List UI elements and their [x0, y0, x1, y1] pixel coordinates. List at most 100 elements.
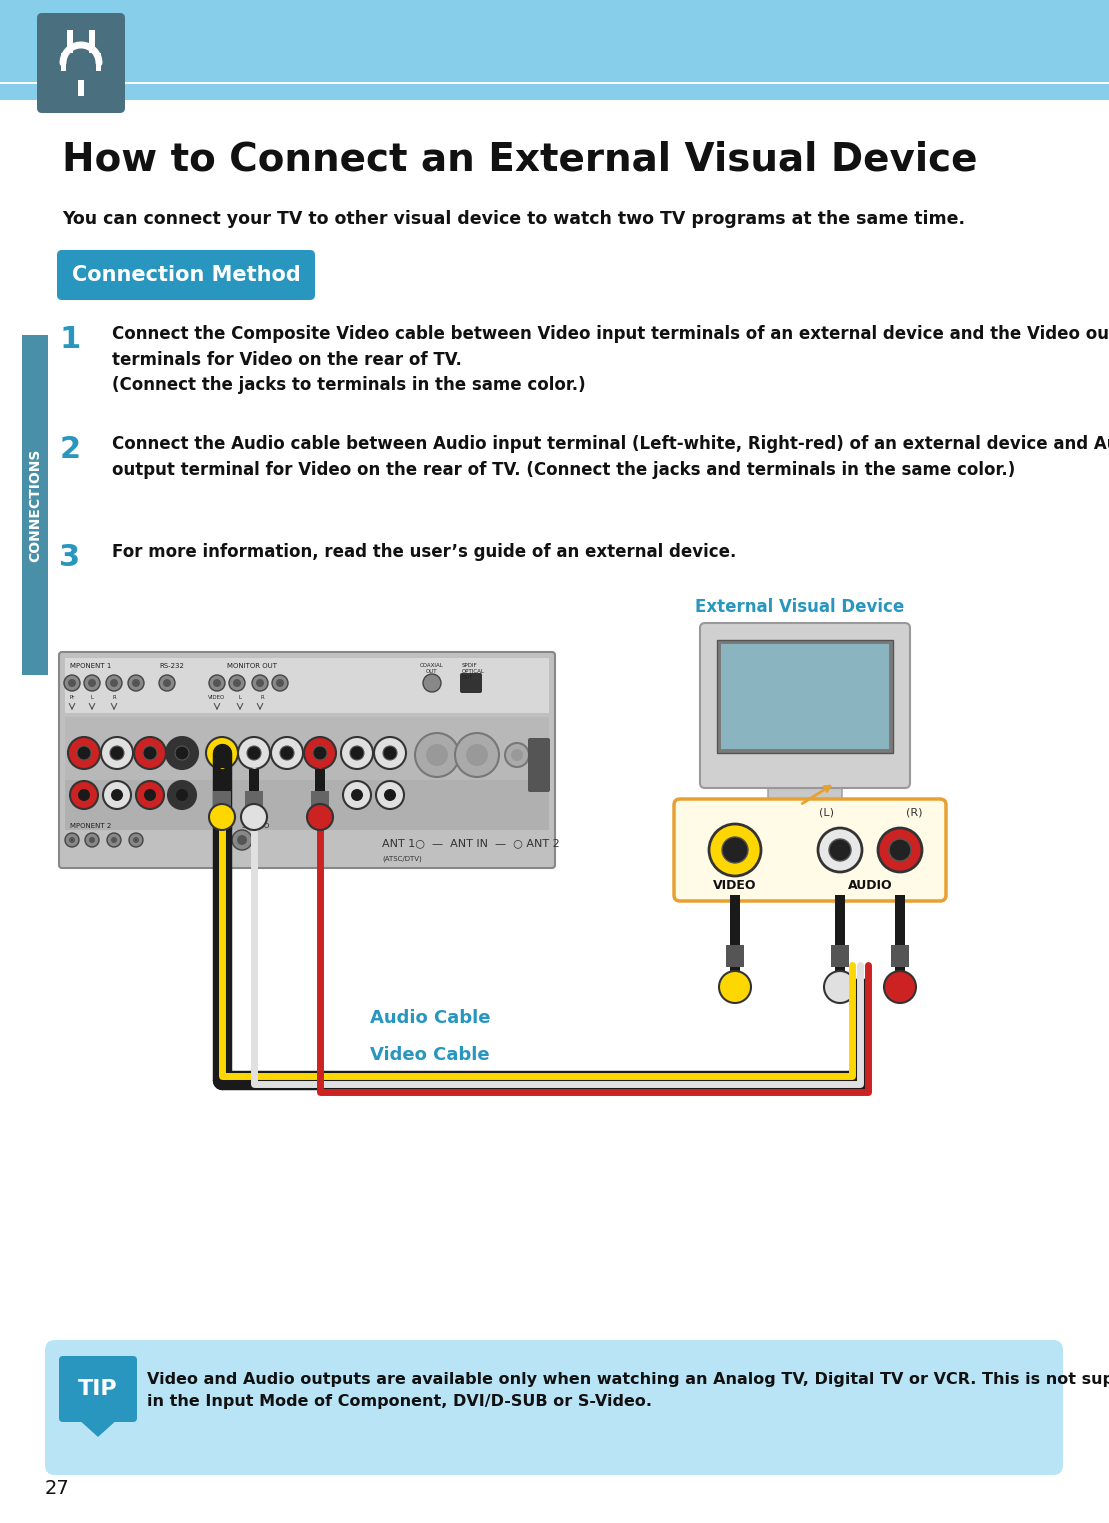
Circle shape — [233, 679, 241, 687]
Text: Video and Audio outputs are available only when watching an Analog TV, Digital T: Video and Audio outputs are available on… — [147, 1372, 1109, 1409]
Text: (L): (L) — [818, 807, 834, 816]
Text: ANT 1○  —  ANT IN  —  ○ ANT 2: ANT 1○ — ANT IN — ○ ANT 2 — [381, 838, 560, 848]
Text: Video Cable: Video Cable — [370, 1046, 490, 1065]
Circle shape — [384, 789, 396, 801]
Circle shape — [709, 824, 761, 876]
Circle shape — [132, 679, 140, 687]
Circle shape — [313, 746, 327, 760]
Circle shape — [85, 833, 99, 847]
Circle shape — [889, 839, 910, 860]
Circle shape — [110, 746, 124, 760]
Circle shape — [70, 781, 98, 809]
Circle shape — [374, 737, 406, 769]
Bar — [250, 769, 260, 813]
FancyBboxPatch shape — [45, 1340, 1064, 1474]
Bar — [61, 53, 67, 72]
FancyBboxPatch shape — [769, 781, 842, 803]
Bar — [245, 790, 263, 809]
Text: 2: 2 — [60, 436, 81, 465]
Circle shape — [68, 679, 77, 687]
Text: 1: 1 — [60, 324, 81, 353]
Bar — [726, 944, 744, 967]
Circle shape — [69, 838, 75, 844]
Circle shape — [111, 789, 123, 801]
Circle shape — [272, 675, 288, 691]
Circle shape — [78, 789, 90, 801]
FancyBboxPatch shape — [59, 1355, 138, 1422]
Circle shape — [176, 789, 189, 801]
Circle shape — [65, 833, 79, 847]
Circle shape — [101, 737, 133, 769]
Circle shape — [110, 679, 118, 687]
Circle shape — [144, 789, 156, 801]
Text: Connect the Composite Video cable between Video input terminals of an external d: Connect the Composite Video cable betwee… — [112, 324, 1109, 394]
FancyBboxPatch shape — [460, 673, 482, 693]
Circle shape — [136, 781, 164, 809]
Circle shape — [350, 746, 364, 760]
Circle shape — [77, 746, 91, 760]
FancyBboxPatch shape — [674, 800, 946, 902]
Circle shape — [276, 679, 284, 687]
Text: COAXIAL
OUT: COAXIAL OUT — [420, 663, 444, 673]
Circle shape — [208, 675, 225, 691]
Circle shape — [232, 830, 252, 850]
Circle shape — [237, 835, 247, 845]
Bar — [311, 790, 329, 809]
Bar — [96, 53, 101, 72]
Bar — [89, 30, 95, 53]
Circle shape — [878, 829, 922, 873]
Circle shape — [88, 679, 96, 687]
Circle shape — [215, 746, 228, 760]
Text: VIDEO: VIDEO — [208, 694, 225, 701]
Text: Pr: Pr — [69, 694, 74, 701]
Bar — [67, 30, 73, 53]
Bar — [22, 335, 48, 675]
Bar — [78, 81, 84, 96]
Circle shape — [340, 737, 373, 769]
Text: (ATSC/DTV): (ATSC/DTV) — [381, 854, 421, 862]
Circle shape — [64, 675, 80, 691]
Text: 27: 27 — [45, 1479, 70, 1499]
Text: SPDIF
OPTICAL
OUT: SPDIF OPTICAL OUT — [462, 663, 485, 679]
Bar — [831, 944, 849, 967]
Circle shape — [163, 679, 171, 687]
Circle shape — [423, 675, 441, 691]
Text: CONNECTIONS: CONNECTIONS — [28, 448, 42, 562]
Circle shape — [228, 675, 245, 691]
Text: MPONENT 2: MPONENT 2 — [70, 822, 111, 829]
Text: Connect the Audio cable between Audio input terminal (Left-white, Right-red) of : Connect the Audio cable between Audio in… — [112, 436, 1109, 478]
Circle shape — [304, 737, 336, 769]
Text: For more information, read the user’s guide of an external device.: For more information, read the user’s gu… — [112, 544, 736, 560]
Circle shape — [719, 972, 751, 1004]
Bar — [895, 896, 905, 985]
Circle shape — [256, 679, 264, 687]
Circle shape — [415, 733, 459, 777]
Bar — [217, 769, 227, 813]
Text: AUDIO: AUDIO — [847, 879, 893, 891]
FancyBboxPatch shape — [57, 250, 315, 300]
Circle shape — [133, 838, 139, 844]
Circle shape — [167, 781, 196, 809]
Text: Audio Cable: Audio Cable — [369, 1010, 490, 1027]
Circle shape — [722, 838, 747, 864]
Text: L: L — [238, 694, 242, 701]
Bar — [213, 790, 231, 809]
Circle shape — [106, 833, 121, 847]
Bar — [65, 717, 549, 792]
Circle shape — [352, 789, 363, 801]
Circle shape — [252, 675, 268, 691]
Circle shape — [68, 737, 100, 769]
Circle shape — [466, 745, 488, 766]
Text: R: R — [261, 694, 264, 701]
Circle shape — [129, 833, 143, 847]
Circle shape — [106, 675, 122, 691]
Circle shape — [511, 749, 523, 762]
Circle shape — [279, 746, 294, 760]
Circle shape — [824, 972, 856, 1004]
Circle shape — [84, 675, 100, 691]
Circle shape — [208, 804, 235, 830]
Text: R: R — [112, 694, 115, 701]
Text: 3: 3 — [60, 544, 81, 573]
Circle shape — [238, 737, 269, 769]
Circle shape — [830, 839, 851, 860]
